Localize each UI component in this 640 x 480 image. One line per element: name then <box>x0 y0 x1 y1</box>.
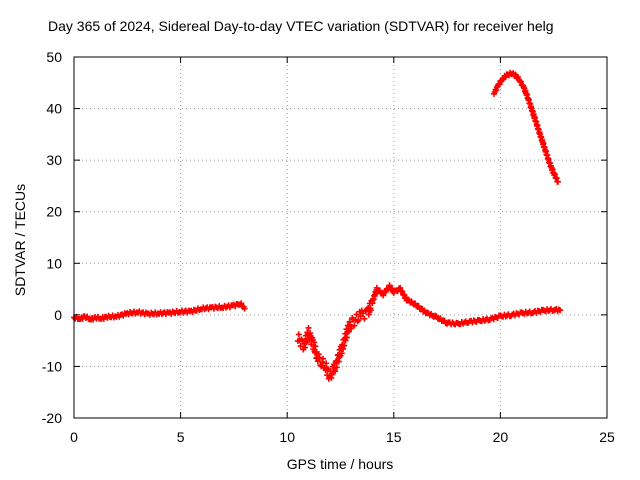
x-tick-label: 5 <box>177 429 185 445</box>
data-point <box>351 322 358 329</box>
data-point <box>554 178 561 185</box>
data-point <box>319 358 326 365</box>
data-point <box>355 317 362 324</box>
x-tick-label: 15 <box>386 429 402 445</box>
y-tick-label: 0 <box>54 307 62 323</box>
data-point <box>361 315 368 322</box>
x-tick-label: 25 <box>599 429 615 445</box>
x-tick-label: 0 <box>70 429 78 445</box>
y-axis-ticks: -20 -10 0 10 20 30 40 50 <box>42 49 607 426</box>
data-point <box>557 307 564 314</box>
y-tick-label: -10 <box>42 358 62 374</box>
y-tick-label: -20 <box>42 410 62 426</box>
y-tick-label: 10 <box>46 255 62 271</box>
x-axis-label: GPS time / hours <box>286 456 394 472</box>
data-point <box>386 282 393 289</box>
data-point <box>333 364 340 371</box>
data-point <box>295 331 302 338</box>
plot-frame <box>73 56 608 419</box>
data-point <box>315 351 322 358</box>
y-tick-label: 40 <box>46 101 62 117</box>
data-point <box>238 300 245 307</box>
data-point <box>380 292 387 299</box>
data-point <box>312 343 319 350</box>
data-point <box>341 342 348 349</box>
y-tick-label: 20 <box>46 204 62 220</box>
data-points <box>71 69 564 382</box>
data-point <box>353 311 360 318</box>
x-axis-ticks: 0 5 10 15 20 25 <box>70 57 615 445</box>
data-point <box>241 305 248 312</box>
data-point <box>338 350 345 357</box>
grid-layer <box>74 57 607 418</box>
data-point <box>367 307 374 314</box>
data-point <box>316 354 323 361</box>
y-tick-label: 50 <box>46 49 62 65</box>
x-tick-label: 20 <box>493 429 509 445</box>
data-point <box>320 355 327 362</box>
y-tick-label: 30 <box>46 152 62 168</box>
data-point <box>340 346 347 353</box>
data-point <box>332 368 339 375</box>
data-point <box>328 371 335 378</box>
data-point <box>297 343 304 350</box>
data-point <box>348 323 355 330</box>
data-point <box>311 339 318 346</box>
data-point <box>373 284 380 291</box>
x-tick-label: 10 <box>279 429 295 445</box>
data-point <box>317 362 324 369</box>
y-axis-label: SDTVAR / TECUs <box>12 183 28 297</box>
data-point <box>343 334 350 341</box>
data-point <box>305 324 312 331</box>
chart-title: Day 365 of 2024, Sidereal Day-to-day VTE… <box>48 18 554 34</box>
